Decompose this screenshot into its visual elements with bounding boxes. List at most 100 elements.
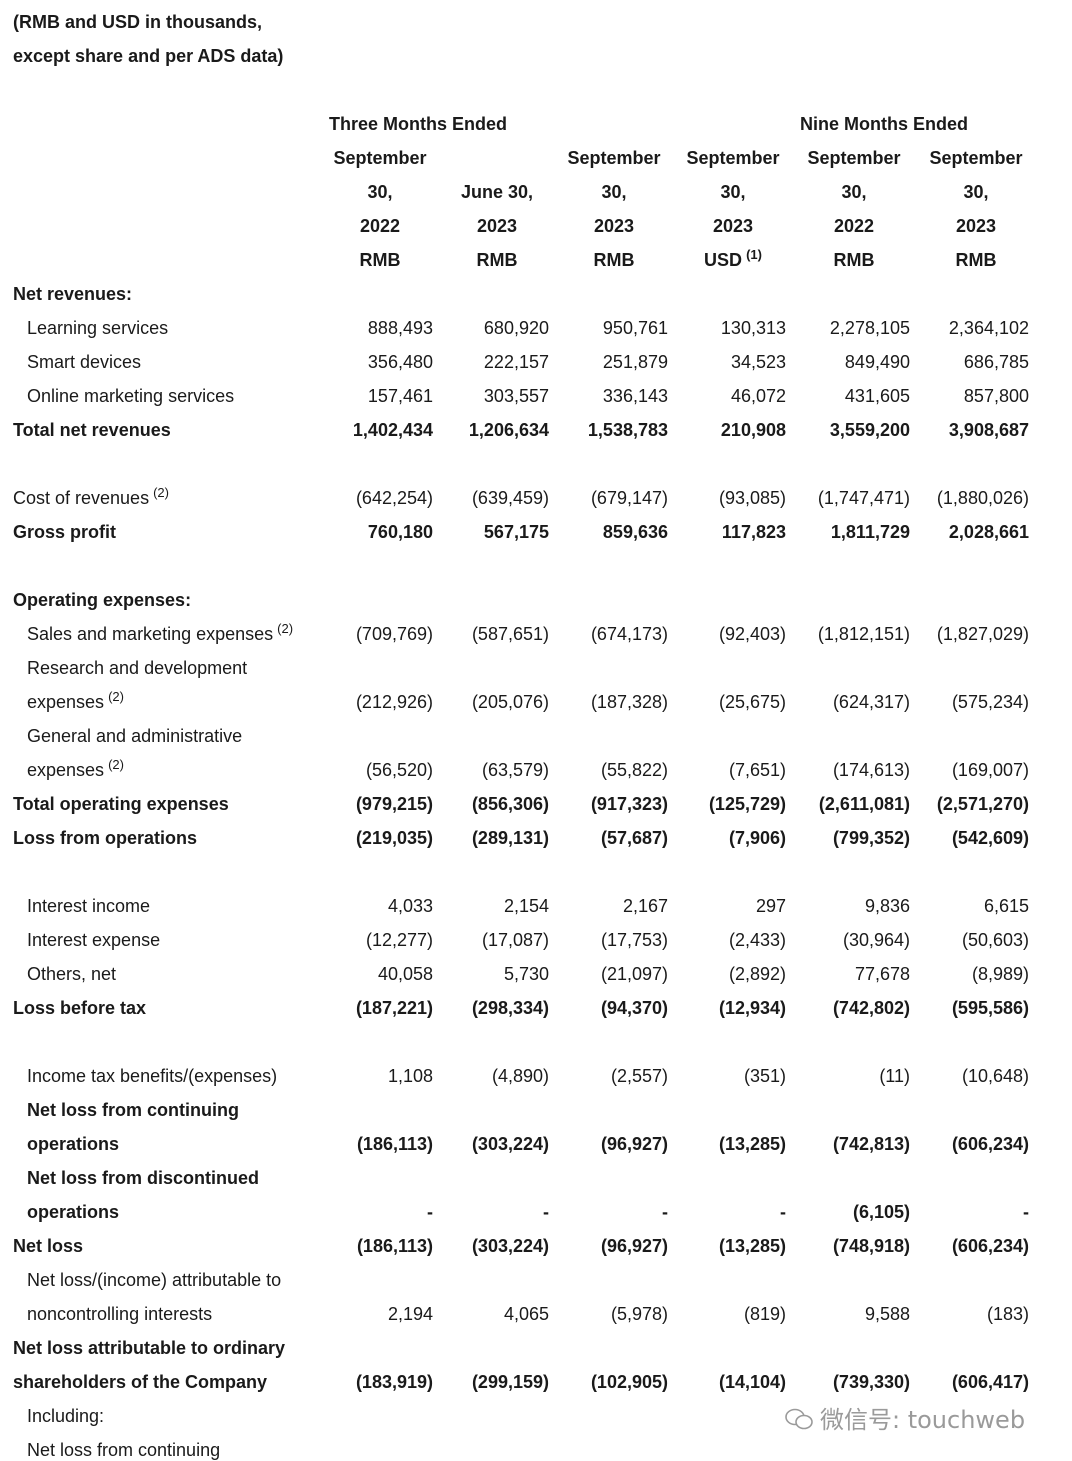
cell-value: 117,823 bbox=[721, 522, 786, 542]
cell-value: (174,613) bbox=[832, 760, 910, 780]
row-label: expenses (2) bbox=[27, 757, 124, 780]
cell-value: (1,747,471) bbox=[817, 488, 910, 508]
cell-value: 950,761 bbox=[602, 318, 668, 338]
row-label: Net revenues: bbox=[13, 284, 133, 304]
column-header: September bbox=[929, 148, 1023, 168]
cell-value: (10,648) bbox=[961, 1066, 1029, 1086]
cell-value: (25,675) bbox=[718, 692, 786, 712]
cell-value: 34,523 bbox=[730, 352, 786, 372]
row-label: Others, net bbox=[27, 964, 117, 984]
cell-value: 46,072 bbox=[730, 386, 786, 406]
cell-value: 760,180 bbox=[367, 522, 433, 542]
cell-value: 2,194 bbox=[387, 1304, 433, 1324]
row-label: shareholders of the Company bbox=[13, 1372, 268, 1392]
cell-value: (55,822) bbox=[600, 760, 668, 780]
cell-value: (187,221) bbox=[355, 998, 433, 1018]
cell-value: 680,920 bbox=[483, 318, 549, 338]
cell-value: 1,206,634 bbox=[468, 420, 549, 440]
cell-value: 3,559,200 bbox=[829, 420, 910, 440]
cell-value: (5,978) bbox=[610, 1304, 668, 1324]
footnote-ref: (1) bbox=[746, 247, 762, 262]
cell-value: (819) bbox=[743, 1304, 786, 1324]
row-label: Gross profit bbox=[13, 522, 117, 542]
cell-value: (303,224) bbox=[471, 1134, 549, 1154]
cell-value: 2,364,102 bbox=[948, 318, 1029, 338]
cell-value: (595,586) bbox=[951, 998, 1029, 1018]
column-header: RMB bbox=[359, 250, 401, 270]
cell-value: (12,277) bbox=[365, 930, 433, 950]
cell-value: (183) bbox=[986, 1304, 1029, 1324]
cell-value: 567,175 bbox=[483, 522, 549, 542]
row-label: Research and development bbox=[27, 658, 248, 678]
cell-value: (606,234) bbox=[951, 1134, 1029, 1154]
row-label: Total net revenues bbox=[13, 420, 171, 440]
cell-value: (56,520) bbox=[365, 760, 433, 780]
cell-value: (93,085) bbox=[718, 488, 786, 508]
cell-value: (205,076) bbox=[471, 692, 549, 712]
row-label: Loss from operations bbox=[13, 828, 198, 848]
cell-value: (6,105) bbox=[852, 1202, 910, 1222]
cell-value: (50,603) bbox=[961, 930, 1029, 950]
row-label: Income tax benefits/(expenses) bbox=[27, 1066, 278, 1086]
cell-value: 6,615 bbox=[983, 896, 1029, 916]
cell-value: - bbox=[427, 1202, 433, 1222]
column-header: 2023 bbox=[476, 216, 518, 236]
cell-value: (13,285) bbox=[718, 1134, 786, 1154]
cell-value: - bbox=[662, 1202, 668, 1222]
row-label: Smart devices bbox=[27, 352, 142, 372]
cell-value: (1,827,029) bbox=[936, 624, 1029, 644]
cell-value: 2,167 bbox=[622, 896, 668, 916]
cell-value: 849,490 bbox=[844, 352, 910, 372]
cell-value: 888,493 bbox=[367, 318, 433, 338]
cell-value: (12,934) bbox=[718, 998, 786, 1018]
cell-value: (17,753) bbox=[600, 930, 668, 950]
cell-value: (2,611,081) bbox=[818, 794, 910, 814]
cell-value: (187,328) bbox=[590, 692, 668, 712]
cell-value: (7,651) bbox=[728, 760, 786, 780]
cell-value: (542,609) bbox=[951, 828, 1029, 848]
column-header: September bbox=[567, 148, 661, 168]
cell-value: 2,278,105 bbox=[829, 318, 910, 338]
footnote-ref: (2) bbox=[108, 757, 124, 772]
cell-value: (186,113) bbox=[356, 1134, 433, 1154]
row-label: Including: bbox=[27, 1406, 105, 1426]
cell-value: - bbox=[1023, 1202, 1029, 1222]
column-group: Three Months Ended bbox=[328, 114, 508, 134]
watermark-text: 微信号: touchweb bbox=[820, 1406, 1026, 1434]
row-label: Learning services bbox=[27, 318, 169, 338]
cell-value: 4,033 bbox=[387, 896, 433, 916]
cell-value: 1,402,434 bbox=[352, 420, 433, 440]
header-line: except share and per ADS data) bbox=[13, 46, 284, 66]
row-label: Interest income bbox=[27, 896, 151, 916]
column-header: June 30, bbox=[460, 182, 534, 202]
cell-value: 1,538,783 bbox=[587, 420, 668, 440]
cell-value: 251,879 bbox=[602, 352, 668, 372]
cell-value: (212,926) bbox=[355, 692, 433, 712]
cell-value: 297 bbox=[755, 896, 786, 916]
row-label: noncontrolling interests bbox=[27, 1304, 213, 1324]
cell-value: (30,964) bbox=[842, 930, 910, 950]
cell-value: (2,571,270) bbox=[936, 794, 1029, 814]
cell-value: 9,588 bbox=[864, 1304, 910, 1324]
cell-value: (624,317) bbox=[832, 692, 910, 712]
cell-value: (742,802) bbox=[832, 998, 910, 1018]
cell-value: (856,306) bbox=[471, 794, 549, 814]
cell-value: (125,729) bbox=[708, 794, 786, 814]
footnote-ref: (2) bbox=[108, 689, 124, 704]
cell-value: (2,433) bbox=[728, 930, 786, 950]
column-header: 2022 bbox=[833, 216, 875, 236]
cell-value: (8,989) bbox=[971, 964, 1029, 984]
column-header: USD (1) bbox=[704, 247, 762, 270]
cell-value: (186,113) bbox=[356, 1236, 433, 1256]
cell-value: (917,323) bbox=[590, 794, 668, 814]
cell-value: 5,730 bbox=[503, 964, 549, 984]
cell-value: (709,769) bbox=[355, 624, 433, 644]
cell-value: 157,461 bbox=[367, 386, 433, 406]
watermark: 微信号: touchweb bbox=[784, 1400, 1025, 1435]
column-header: 2023 bbox=[955, 216, 997, 236]
cell-value: 9,836 bbox=[864, 896, 910, 916]
cell-value: (92,403) bbox=[718, 624, 786, 644]
row-label: Net loss/(income) attributable to bbox=[27, 1270, 282, 1290]
column-header: RMB bbox=[593, 250, 635, 270]
cell-value: 859,636 bbox=[602, 522, 668, 542]
